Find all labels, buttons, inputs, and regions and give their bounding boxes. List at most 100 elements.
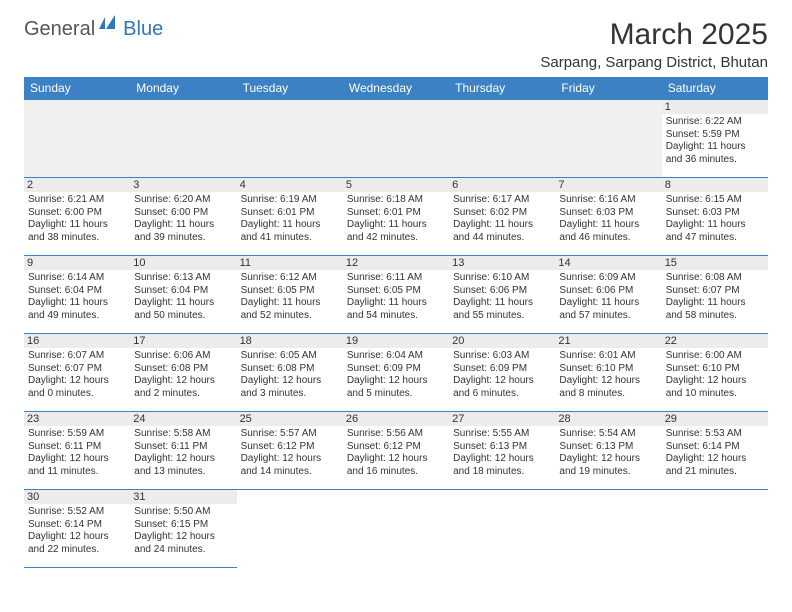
calendar-day-cell: 17 Sunrise: 6:06 AMSunset: 6:08 PMDayligh…: [130, 334, 236, 412]
sunset-line: Sunset: 6:05 PM: [241, 285, 339, 298]
daylight-line: and 39 minutes.: [134, 232, 232, 245]
sunset-line: Sunset: 6:13 PM: [453, 441, 551, 454]
sunset-line: Sunset: 6:08 PM: [134, 363, 232, 376]
sunset-line: Sunset: 6:11 PM: [28, 441, 126, 454]
calendar-day-cell: 27Sunrise: 5:55 AMSunset: 6:13 PMDayligh…: [449, 412, 555, 490]
calendar-day-cell: [24, 100, 130, 178]
sunrise-line: Sunrise: 6:01 AM: [559, 350, 657, 363]
sunrise-line: Sunrise: 6:18 AM: [347, 194, 445, 207]
daylight-line: and 52 minutes.: [241, 310, 339, 323]
sunrise-line: Sunrise: 5:53 AM: [666, 428, 764, 441]
calendar-week-row: 9Sunrise: 6:14 AMSunset: 6:04 PMDaylight…: [24, 256, 768, 334]
sunset-line: Sunset: 6:12 PM: [347, 441, 445, 454]
calendar-day-cell: 20Sunrise: 6:03 AMSunset: 6:09 PMDayligh…: [449, 334, 555, 412]
calendar-day-cell: 3Sunrise: 6:20 AMSunset: 6:00 PMDaylight…: [130, 178, 236, 256]
calendar-day-cell: 8Sunrise: 6:15 AMSunset: 6:03 PMDaylight…: [662, 178, 768, 256]
calendar-day-cell: 30Sunrise: 5:52 AMSunset: 6:14 PMDayligh…: [24, 490, 130, 568]
sunrise-line: Sunrise: 6:08 AM: [666, 272, 764, 285]
day-number: 17: [130, 334, 236, 348]
daylight-line: Daylight: 11 hours: [28, 219, 126, 232]
day-number: 4: [237, 178, 343, 192]
daylight-line: Daylight: 11 hours: [134, 219, 232, 232]
day-number: 23: [24, 412, 130, 426]
sunset-line: Sunset: 6:14 PM: [28, 519, 126, 532]
daylight-line: and 13 minutes.: [134, 466, 232, 479]
weekday-header: Friday: [555, 77, 661, 100]
daylight-line: Daylight: 12 hours: [28, 375, 126, 388]
weekday-header: Monday: [130, 77, 236, 100]
calendar-day-cell: [449, 490, 555, 568]
sunset-line: Sunset: 6:10 PM: [559, 363, 657, 376]
sunrise-line: Sunrise: 6:15 AM: [666, 194, 764, 207]
daylight-line: Daylight: 11 hours: [559, 297, 657, 310]
calendar-day-cell: 13Sunrise: 6:10 AMSunset: 6:06 PMDayligh…: [449, 256, 555, 334]
day-number: 18: [237, 334, 343, 348]
calendar-day-cell: [343, 490, 449, 568]
daylight-line: Daylight: 11 hours: [666, 219, 764, 232]
daylight-line: Daylight: 12 hours: [666, 375, 764, 388]
sunset-line: Sunset: 6:12 PM: [241, 441, 339, 454]
calendar-day-cell: 26Sunrise: 5:56 AMSunset: 6:12 PMDayligh…: [343, 412, 449, 490]
daylight-line: and 44 minutes.: [453, 232, 551, 245]
calendar-week-row: 23 Sunrise: 5:59 AMSunset: 6:11 PM Dayligh…: [24, 412, 768, 490]
daylight-line: Daylight: 11 hours: [241, 219, 339, 232]
title-block: March 2025 Sarpang, Sarpang District, Bh…: [540, 18, 768, 71]
weekday-header: Sunday: [24, 77, 130, 100]
day-number: 5: [343, 178, 449, 192]
daylight-line: and 58 minutes.: [666, 310, 764, 323]
sunrise-line: Sunrise: 6:16 AM: [559, 194, 657, 207]
calendar-day-cell: 21Sunrise: 6:01 AMSunset: 6:10 PMDayligh…: [555, 334, 661, 412]
daylight-line: and 57 minutes.: [559, 310, 657, 323]
sunset-line: Sunset: 6:01 PM: [241, 207, 339, 220]
sunrise-line: Sunrise: 5:55 AM: [453, 428, 551, 441]
daylight-line: Daylight: 12 hours: [347, 453, 445, 466]
day-number: 14: [555, 256, 661, 270]
day-number: 25: [237, 412, 343, 426]
daylight-line: Daylight: 11 hours: [28, 297, 126, 310]
sunrise-line: Sunrise: 6:06 AM: [134, 350, 232, 363]
day-number: 8: [662, 178, 768, 192]
calendar-day-cell: 16Sunrise: 6:07 AMSunset: 6:07 PMDayligh…: [24, 334, 130, 412]
day-number: 12: [343, 256, 449, 270]
calendar-day-cell: [449, 100, 555, 178]
daylight-line: and 10 minutes.: [666, 388, 764, 401]
calendar-body: 1Sunrise: 6:22 AMSunset: 5:59 PMDaylight…: [24, 100, 768, 568]
sunset-line: Sunset: 6:00 PM: [28, 207, 126, 220]
sunrise-line: Sunrise: 6:03 AM: [453, 350, 551, 363]
flag-icon: [99, 15, 121, 36]
calendar-day-cell: 29Sunrise: 5:53 AMSunset: 6:14 PMDayligh…: [662, 412, 768, 490]
day-number: 31: [130, 490, 236, 504]
location-subtitle: Sarpang, Sarpang District, Bhutan: [540, 54, 768, 71]
sunset-line: Sunset: 6:09 PM: [453, 363, 551, 376]
sunset-line: Sunset: 6:07 PM: [666, 285, 764, 298]
daylight-line: Daylight: 12 hours: [559, 375, 657, 388]
day-number: 15: [662, 256, 768, 270]
daylight-line: Daylight: 11 hours: [666, 297, 764, 310]
logo-text-general: General: [24, 18, 95, 41]
calendar-day-cell: 6Sunrise: 6:17 AMSunset: 6:02 PMDaylight…: [449, 178, 555, 256]
daylight-line: Daylight: 12 hours: [134, 531, 232, 544]
calendar-day-cell: [555, 100, 661, 178]
sunrise-line: Sunrise: 5:59 AM: [28, 428, 126, 441]
daylight-line: Daylight: 12 hours: [134, 375, 232, 388]
day-number: 29: [662, 412, 768, 426]
sunrise-line: Sunrise: 5:52 AM: [28, 506, 126, 519]
daylight-line: Daylight: 12 hours: [28, 531, 126, 544]
daylight-line: and 49 minutes.: [28, 310, 126, 323]
calendar-week-row: 30Sunrise: 5:52 AMSunset: 6:14 PMDayligh…: [24, 490, 768, 568]
logo-text-blue: Blue: [123, 18, 163, 41]
day-number: 3: [130, 178, 236, 192]
sunrise-line: Sunrise: 6:20 AM: [134, 194, 232, 207]
logo: General Blue: [24, 18, 163, 41]
calendar-day-cell: [662, 490, 768, 568]
calendar-day-cell: 7Sunrise: 6:16 AMSunset: 6:03 PMDaylight…: [555, 178, 661, 256]
daylight-line: and 24 minutes.: [134, 544, 232, 557]
sunrise-line: Sunrise: 6:13 AM: [134, 272, 232, 285]
daylight-line: Daylight: 11 hours: [453, 297, 551, 310]
daylight-line: and 2 minutes.: [134, 388, 232, 401]
day-number: 7: [555, 178, 661, 192]
daylight-line: Daylight: 12 hours: [241, 453, 339, 466]
calendar-week-row: 1Sunrise: 6:22 AMSunset: 5:59 PMDaylight…: [24, 100, 768, 178]
calendar-day-cell: [237, 100, 343, 178]
sunset-line: Sunset: 6:02 PM: [453, 207, 551, 220]
